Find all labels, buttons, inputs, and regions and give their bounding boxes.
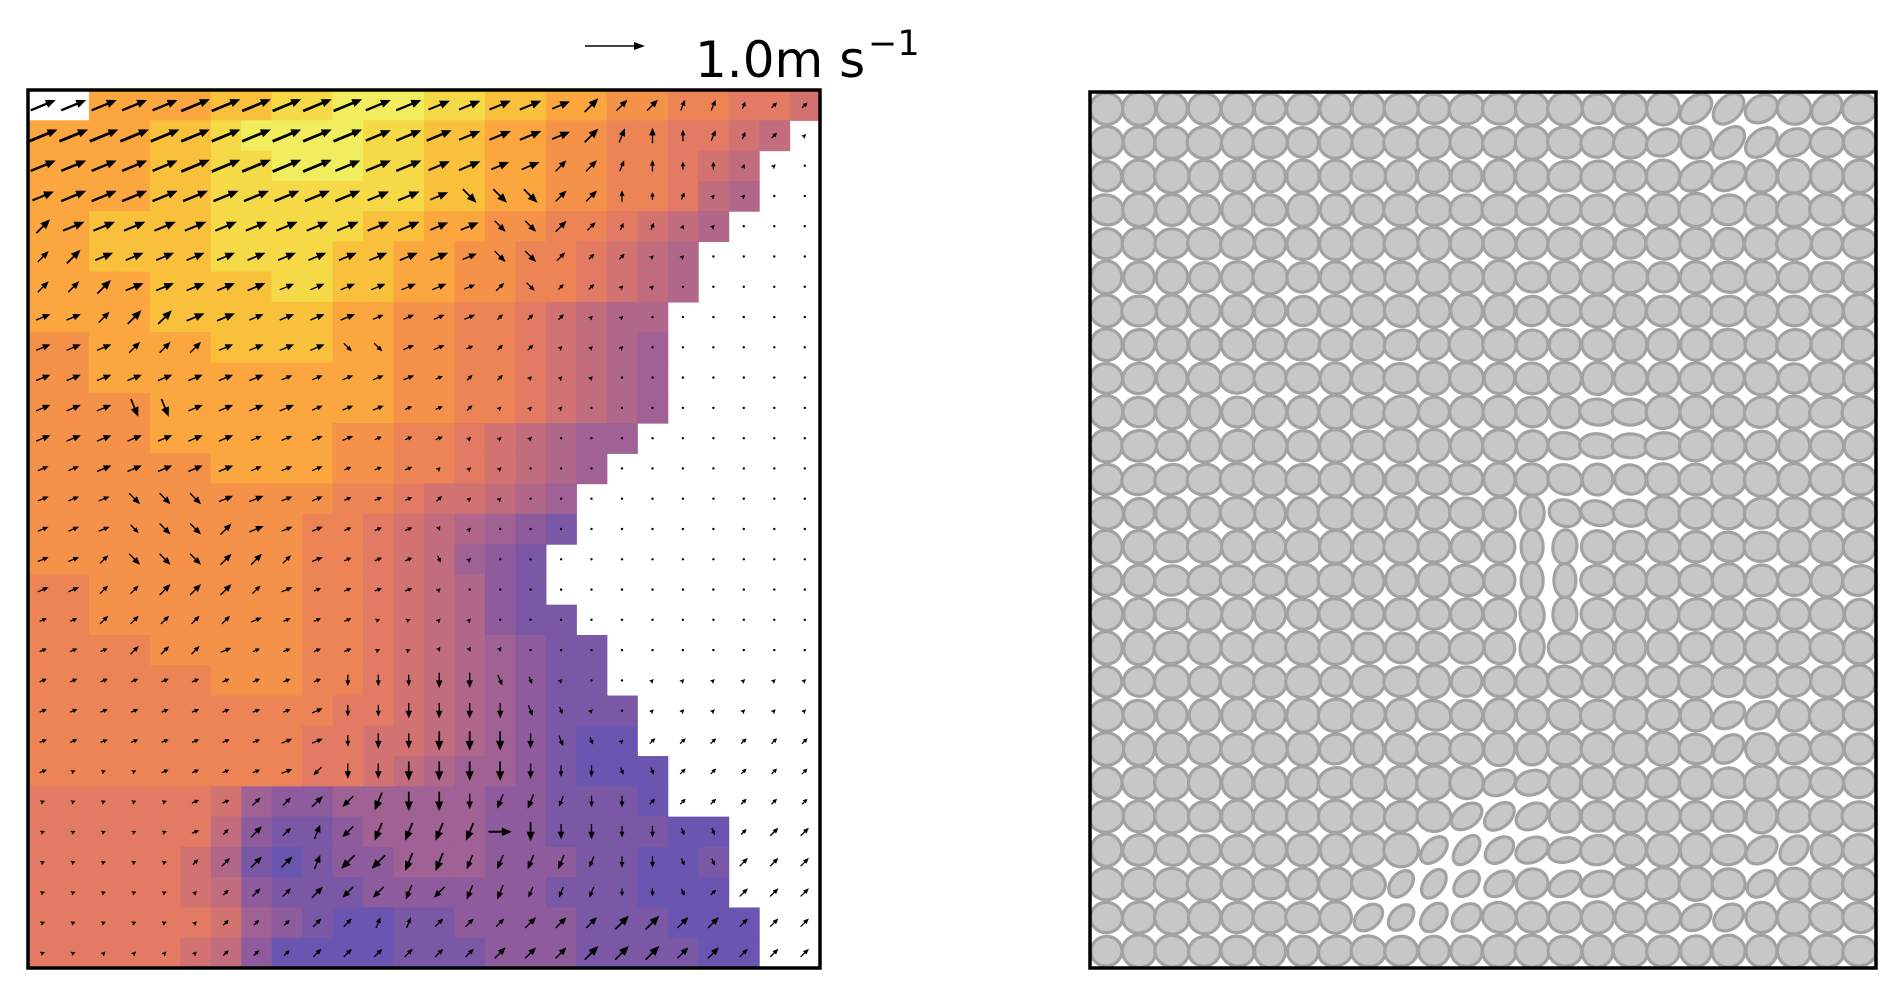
right-panel-border [1088,90,1878,970]
quiver-arrows [28,98,809,961]
quiver-key: 1.0m s −1 [585,24,920,89]
quiver-key-label: 1.0m s [695,31,865,89]
left-panel-border [26,88,822,970]
heatmap-cells [28,90,820,968]
quiver-key-exponent: −1 [868,24,920,64]
ellipse-grid-panel [1088,90,1878,970]
heatmap-quiver-panel [26,88,822,970]
ellipse-grid [1090,92,1876,968]
quiver-key-arrow-icon [585,42,645,50]
